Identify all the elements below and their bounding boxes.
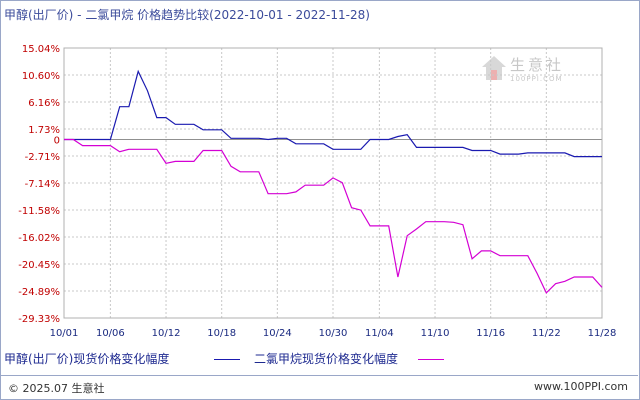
y-axis-ticks: 15.04% 10.60% 6.16% 1.73%0 -2.71% -7.14% -11.5… bbox=[18, 44, 60, 325]
y-tick-label: -11.58% bbox=[18, 206, 60, 217]
plot-border bbox=[63, 47, 603, 319]
y-tick-label: -24.89% bbox=[18, 287, 60, 298]
x-axis-ticks: 10/01 10/06 10/12 10/18 10/24 10/30 11/04 11/10… bbox=[50, 328, 617, 339]
series-methanol-line bbox=[64, 69, 602, 158]
chart-title: 甲醇(出厂价) - 二氯甲烷 价格趋势比较(2022-10-01 - 2022-… bbox=[4, 8, 370, 22]
y-tick-label: 0 bbox=[54, 136, 60, 147]
y-tick-label: 15.04% bbox=[22, 44, 60, 55]
legend-series1-label: 甲醇(出厂价)现货价格变化幅度 bbox=[4, 352, 170, 366]
footer-copyright: © 2025.07 生意社 bbox=[8, 382, 105, 395]
x-tick-label: 11/04 bbox=[365, 328, 394, 339]
x-tick-label: 10/01 bbox=[50, 328, 79, 339]
footer: © 2025.07 生意社 www.100PPI.com bbox=[0, 375, 638, 399]
y-tick-label: -7.14% bbox=[25, 179, 60, 190]
series-dichloromethane-line bbox=[64, 138, 603, 294]
y-tick-label: 10.60% bbox=[22, 71, 60, 82]
legend-series1-swatch bbox=[214, 359, 240, 360]
x-tick-label: 11/10 bbox=[421, 328, 450, 339]
y-tick-label: -29.33% bbox=[18, 314, 60, 325]
line-chart: 15.04% 10.60% 6.16% 1.73%0 -2.71% -7.14% -11.5… bbox=[18, 44, 617, 339]
y-tick-label: -16.02% bbox=[18, 233, 60, 244]
x-tick-label: 11/28 bbox=[588, 328, 617, 339]
x-tick-label: 10/24 bbox=[263, 328, 292, 339]
watermark: 生意社 100PPI.COM bbox=[480, 54, 580, 94]
y-tick-label: 6.16% bbox=[28, 98, 60, 109]
legend-series2-label: 二氯甲烷现货价格变化幅度 bbox=[254, 352, 399, 366]
series-lines bbox=[64, 69, 603, 294]
watermark-url: 100PPI.COM bbox=[510, 75, 563, 83]
watermark-name: 生意社 bbox=[510, 56, 565, 74]
legend-series2-swatch bbox=[418, 359, 444, 360]
x-tick-label: 10/06 bbox=[96, 328, 125, 339]
x-tick-label: 10/12 bbox=[152, 328, 181, 339]
x-tick-label: 11/16 bbox=[476, 328, 505, 339]
footer-website: www.100PPI.com bbox=[534, 380, 628, 393]
x-tick-label: 10/18 bbox=[207, 328, 236, 339]
y-tick-label: -2.71% bbox=[25, 152, 60, 163]
y-tick-label: 1.73% bbox=[28, 125, 60, 136]
x-tick-label: 11/22 bbox=[532, 328, 561, 339]
y-tick-label: -20.45% bbox=[18, 260, 60, 271]
x-tick-label: 10/30 bbox=[319, 328, 348, 339]
legend: 甲醇(出厂价)现货价格变化幅度 二氯甲烷现货价格变化幅度 bbox=[4, 350, 624, 368]
grid-lines bbox=[63, 47, 603, 319]
